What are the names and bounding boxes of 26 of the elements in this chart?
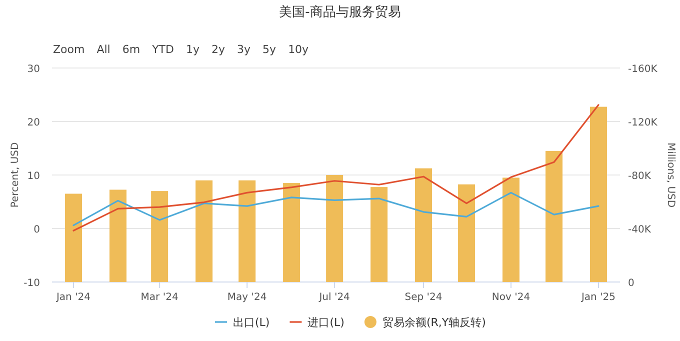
x-tick-label: Sep '24 <box>404 292 442 303</box>
y2-tick-label: -120K <box>628 118 658 128</box>
y2-tick-label: 0 <box>628 278 634 289</box>
y-tick-label: 0 <box>34 224 40 236</box>
x-tick-label: Jan '25 <box>580 292 616 303</box>
y-tick-label: -10 <box>24 278 40 289</box>
line-series <box>72 192 600 226</box>
y2-tick-label: -40K <box>628 224 652 236</box>
x-tick-label: Mar '24 <box>140 292 178 303</box>
y-axis-title: Percent, USD <box>10 142 21 208</box>
range-selector: Zoom All 6m YTD 1y 2y 3y 5y 10y <box>53 43 309 56</box>
legend-label: 贸易余额(R,Y轴反转) <box>382 316 486 329</box>
legend-label: 进口(L) <box>308 316 344 329</box>
chart-title: 美国-商品与服务贸易 <box>279 4 401 20</box>
y2-tick-label: -80K <box>628 171 652 182</box>
x-tick-label: Jul '24 <box>318 292 350 303</box>
y-tick-label: 30 <box>27 64 40 75</box>
x-tick-label: Jan '24 <box>55 292 91 303</box>
y2-tick-label: -160K <box>628 64 658 75</box>
y-tick-label: 10 <box>27 171 40 182</box>
x-tick-label: Nov '24 <box>492 292 530 303</box>
line-series <box>72 104 600 232</box>
x-tick-label: May '24 <box>227 292 267 303</box>
legend-label: 出口(L) <box>233 316 270 329</box>
y-tick-label: 20 <box>27 118 40 128</box>
y2-axis-title: Millions, USD <box>665 142 676 208</box>
